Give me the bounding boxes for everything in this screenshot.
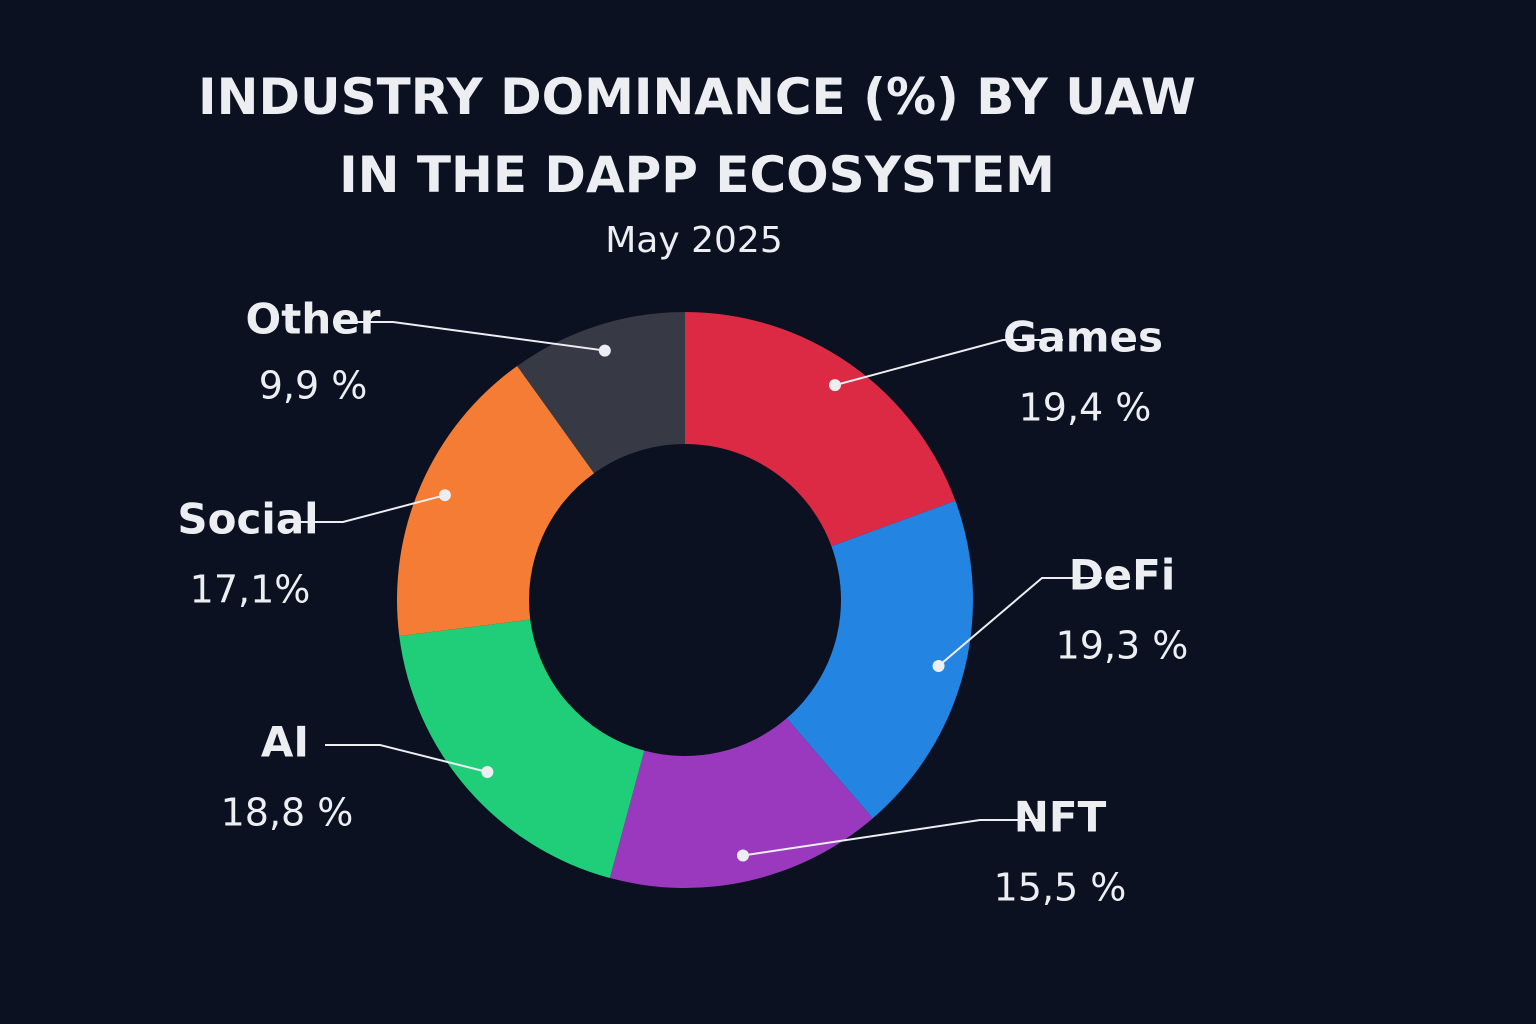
slice-label: Games <box>1003 313 1163 362</box>
slice-value: 9,9 % <box>259 364 368 408</box>
chart-title: INDUSTRY DOMINANCE (%) BY UAW IN THE DAP… <box>198 68 1196 204</box>
leader-line <box>834 339 1063 387</box>
slice-value: 19,3 % <box>1056 624 1189 668</box>
donut-slice <box>685 312 956 547</box>
donut-slice <box>786 500 973 819</box>
slice-value: 17,1% <box>190 568 311 612</box>
slice-value: 19,4 % <box>1019 386 1152 430</box>
leader-line <box>283 494 446 523</box>
donut-slice <box>517 312 685 474</box>
slice-label: Other <box>246 295 381 344</box>
leader-line <box>333 321 605 352</box>
slice-label: NFT <box>1014 793 1107 842</box>
leader-line <box>937 577 1102 667</box>
slice-label: DeFi <box>1069 551 1175 600</box>
slice-label: AI <box>261 718 309 767</box>
leader-line <box>325 744 488 773</box>
slice-label: Social <box>177 495 318 544</box>
chart-subtitle: May 2025 <box>605 220 783 261</box>
donut-slice <box>397 365 595 637</box>
slice-value: 18,8 % <box>221 791 354 835</box>
leader-line <box>742 819 1040 857</box>
donut-slice <box>399 619 645 879</box>
slice-value: 15,5 % <box>994 866 1127 910</box>
